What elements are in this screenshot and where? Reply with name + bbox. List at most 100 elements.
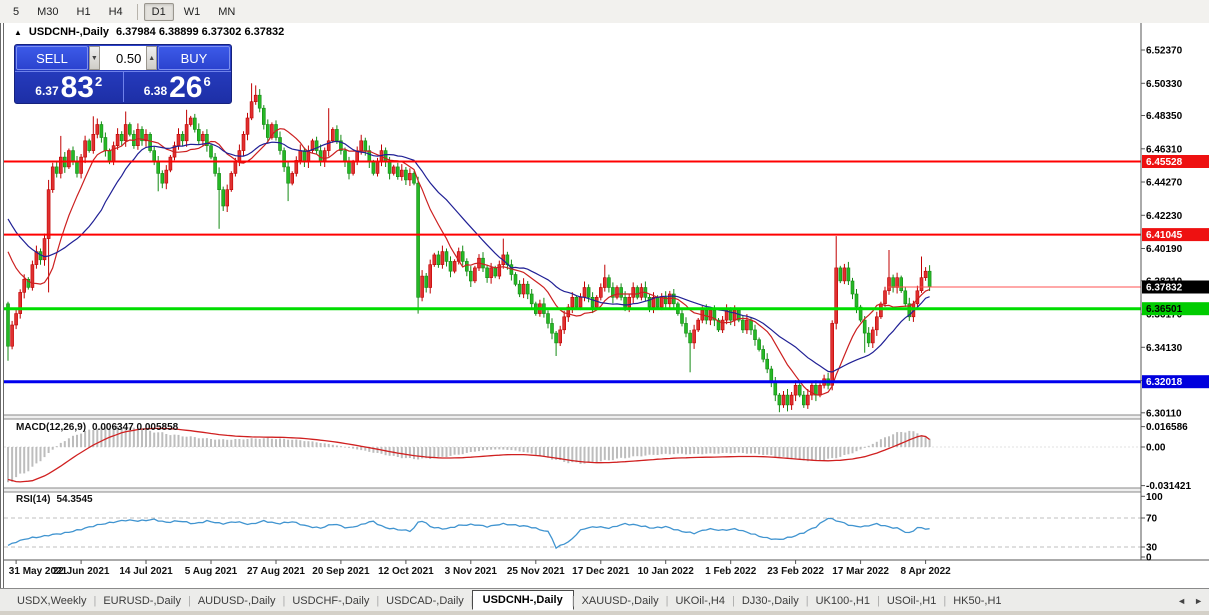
svg-text:6.34130: 6.34130 bbox=[1146, 343, 1183, 354]
svg-text:6.30110: 6.30110 bbox=[1146, 408, 1182, 419]
collapse-triangle-icon[interactable]: ▲ bbox=[14, 27, 22, 37]
timeframe-button-h4[interactable]: H4 bbox=[108, 5, 123, 18]
svg-text:6.41045: 6.41045 bbox=[1146, 230, 1183, 241]
buy-price-display[interactable]: 6.38 26 6 bbox=[124, 71, 232, 104]
tab-separator: | bbox=[876, 594, 880, 607]
one-click-trading-panel: SELL ▼ ▲ BUY 6.37 83 2 6.38 26 6 bbox=[14, 44, 232, 104]
chart-tab-usdx-weekly[interactable]: USDX,Weekly bbox=[17, 594, 87, 607]
tab-separator: | bbox=[282, 594, 286, 607]
timeframe-button-d1[interactable]: D1 bbox=[143, 2, 174, 21]
svg-text:14 Jul 2021: 14 Jul 2021 bbox=[119, 566, 173, 577]
svg-text:0.016586: 0.016586 bbox=[1146, 422, 1188, 433]
chart-tab-uk100-h1[interactable]: UK100-,H1 bbox=[815, 594, 870, 607]
tab-separator: | bbox=[665, 594, 669, 607]
rsi-pane-label: RSI(14) 54.3545 bbox=[16, 494, 93, 505]
svg-text:6.50330: 6.50330 bbox=[1146, 79, 1183, 90]
svg-text:70: 70 bbox=[1146, 514, 1158, 525]
svg-text:31 May 2021: 31 May 2021 bbox=[9, 566, 68, 577]
status-strip bbox=[0, 611, 1209, 615]
buy-price-pip-digit: 6 bbox=[203, 74, 211, 89]
svg-text:6.36501: 6.36501 bbox=[1146, 304, 1183, 315]
svg-text:6.42230: 6.42230 bbox=[1146, 211, 1183, 222]
macd-indicator-name: MACD(12,26,9) bbox=[16, 422, 87, 433]
svg-text:6.45528: 6.45528 bbox=[1146, 157, 1183, 168]
svg-text:12 Oct 2021: 12 Oct 2021 bbox=[378, 566, 434, 577]
svg-text:30: 30 bbox=[1146, 543, 1158, 554]
timeframe-toolbar: 5 M30 H1 H4 D1 W1 MN bbox=[0, 0, 1209, 24]
svg-text:0.00: 0.00 bbox=[1146, 443, 1166, 454]
svg-text:6.32018: 6.32018 bbox=[1146, 377, 1183, 388]
chart-tab-usdcnh-daily[interactable]: USDCNH-,Daily bbox=[471, 589, 574, 610]
svg-text:20 Sep 2021: 20 Sep 2021 bbox=[312, 566, 370, 577]
tab-separator: | bbox=[93, 594, 97, 607]
chart-tab-usoil-h1[interactable]: USOil-,H1 bbox=[886, 594, 937, 607]
tab-scroll-left-icon[interactable]: ◄ bbox=[1177, 595, 1187, 606]
sell-price-prefix: 6.37 bbox=[35, 84, 59, 98]
volume-input[interactable] bbox=[99, 46, 147, 70]
sell-price-display[interactable]: 6.37 83 2 bbox=[15, 71, 124, 104]
chart-tab-usdcad-daily[interactable]: USDCAD-,Daily bbox=[386, 594, 464, 607]
svg-text:6.37832: 6.37832 bbox=[1146, 283, 1183, 294]
tab-separator: | bbox=[731, 594, 735, 607]
svg-text:17 Dec 2021: 17 Dec 2021 bbox=[572, 566, 630, 577]
rsi-indicator-name: RSI(14) bbox=[16, 494, 51, 505]
chart-tab-dj30-daily[interactable]: DJ30-,Daily bbox=[741, 594, 799, 607]
svg-text:6.52370: 6.52370 bbox=[1146, 46, 1183, 57]
macd-pane-label: MACD(12,26,9) 0.006347 0.005858 bbox=[16, 422, 178, 433]
chart-tab-hk50-h1[interactable]: HK50-,H1 bbox=[953, 594, 1002, 607]
chart-tab-usdchf-daily[interactable]: USDCHF-,Daily bbox=[292, 594, 370, 607]
chart-tab-eurusd-daily[interactable]: EURUSD-,Daily bbox=[103, 594, 181, 607]
buy-price-prefix: 6.38 bbox=[143, 84, 168, 98]
svg-text:10 Jan 2022: 10 Jan 2022 bbox=[638, 566, 695, 577]
svg-text:22 Jun 2021: 22 Jun 2021 bbox=[53, 566, 110, 577]
svg-text:27 Aug 2021: 27 Aug 2021 bbox=[247, 566, 305, 577]
chart-ohlc-quote: 6.37984 6.38899 6.37302 6.37832 bbox=[116, 26, 285, 38]
tab-scroll-arrows: ◄ ► bbox=[1177, 596, 1203, 606]
svg-text:8 Apr 2022: 8 Apr 2022 bbox=[900, 566, 951, 577]
chart-title: USDCNH-,Daily bbox=[28, 26, 109, 38]
chart-tab-ukoil-h4[interactable]: UKOil-,H4 bbox=[675, 594, 725, 607]
svg-text:3 Nov 2021: 3 Nov 2021 bbox=[445, 566, 498, 577]
svg-text:100: 100 bbox=[1146, 492, 1163, 503]
svg-text:0: 0 bbox=[1146, 553, 1152, 564]
svg-text:-0.031421: -0.031421 bbox=[1146, 481, 1191, 492]
tab-separator: | bbox=[187, 594, 191, 607]
tab-scroll-right-icon[interactable]: ► bbox=[1194, 595, 1203, 606]
svg-text:6.44270: 6.44270 bbox=[1146, 178, 1183, 189]
timeframe-button-w1[interactable]: W1 bbox=[183, 5, 201, 18]
svg-text:6.48350: 6.48350 bbox=[1146, 111, 1183, 122]
macd-indicator-values: 0.006347 0.005858 bbox=[92, 422, 179, 433]
svg-text:23 Feb 2022: 23 Feb 2022 bbox=[767, 566, 824, 577]
chart-tab-xauusd-daily[interactable]: XAUUSD-,Daily bbox=[581, 594, 659, 607]
timeframe-button-h1[interactable]: H1 bbox=[76, 5, 91, 18]
tab-separator: | bbox=[376, 594, 380, 607]
timeframe-button-mn[interactable]: MN bbox=[218, 5, 236, 18]
tab-separator: | bbox=[805, 594, 809, 607]
volume-increase-button[interactable]: ▲ bbox=[146, 46, 157, 70]
chart-canvas[interactable]: 6.52370 6.50330 6.48350 6.46310 6.44270 6.422… bbox=[4, 23, 1209, 588]
sell-price-pip-digit: 2 bbox=[95, 74, 103, 89]
buy-button[interactable]: BUY bbox=[158, 46, 230, 70]
volume-spinner: ▼ ▲ bbox=[89, 46, 157, 70]
timeframe-button-5[interactable]: 5 bbox=[13, 5, 20, 18]
svg-text:1 Feb 2022: 1 Feb 2022 bbox=[705, 566, 757, 577]
svg-text:6.46310: 6.46310 bbox=[1146, 144, 1183, 155]
svg-text:25 Nov 2021: 25 Nov 2021 bbox=[507, 566, 565, 577]
rsi-indicator-value: 54.3545 bbox=[56, 494, 93, 505]
chart-tab-bar: USDX,Weekly | EURUSD-,Daily | AUDUSD-,Daily |… bbox=[0, 588, 1209, 612]
tab-separator: | bbox=[943, 594, 947, 607]
volume-decrease-button[interactable]: ▼ bbox=[89, 46, 100, 70]
sell-price-big-digits: 83 bbox=[60, 71, 94, 104]
chart-window: 6.52370 6.50330 6.48350 6.46310 6.44270 6.422… bbox=[0, 23, 1209, 588]
svg-text:6.40190: 6.40190 bbox=[1146, 244, 1183, 255]
timeframe-button-m30[interactable]: M30 bbox=[37, 5, 59, 18]
sell-button[interactable]: SELL bbox=[16, 46, 88, 70]
tab-separator: | bbox=[571, 594, 575, 607]
svg-text:5 Aug 2021: 5 Aug 2021 bbox=[185, 566, 238, 577]
svg-text:17 Mar 2022: 17 Mar 2022 bbox=[832, 566, 889, 577]
buy-price-big-digits: 26 bbox=[169, 71, 203, 104]
toolbar-separator bbox=[136, 3, 138, 20]
chart-tab-audusd-daily[interactable]: AUDUSD-,Daily bbox=[197, 594, 276, 607]
chart-header: ▲ USDCNH-,Daily 6.37984 6.38899 6.37302 … bbox=[14, 26, 284, 38]
